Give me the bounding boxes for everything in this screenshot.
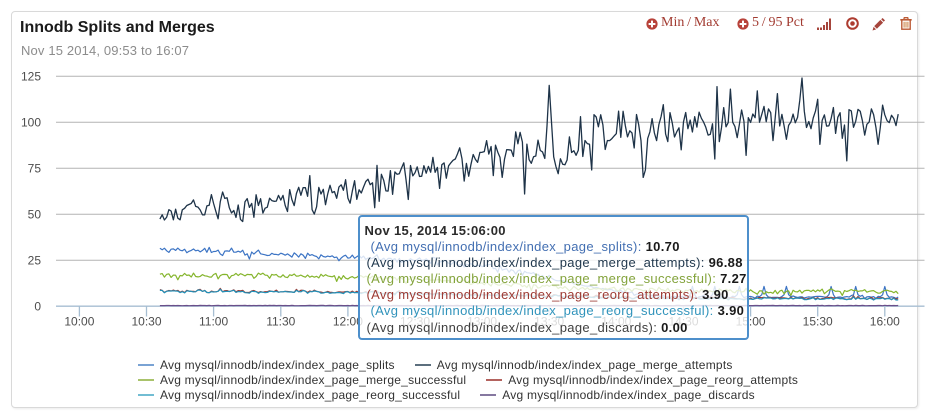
svg-text:125: 125 [21, 69, 41, 83]
svg-text:75: 75 [28, 161, 42, 175]
svg-text:11:00: 11:00 [199, 315, 228, 329]
svg-text:10:00: 10:00 [64, 315, 94, 329]
svg-text:12:00: 12:00 [333, 315, 363, 329]
svg-text:25: 25 [28, 253, 42, 267]
svg-text:0: 0 [34, 299, 41, 313]
svg-text:100: 100 [21, 115, 41, 129]
svg-text:11:30: 11:30 [266, 315, 295, 329]
svg-text:15:30: 15:30 [803, 315, 833, 329]
svg-text:10:30: 10:30 [131, 315, 161, 329]
svg-text:16:00: 16:00 [870, 315, 900, 329]
svg-text:50: 50 [28, 207, 42, 221]
